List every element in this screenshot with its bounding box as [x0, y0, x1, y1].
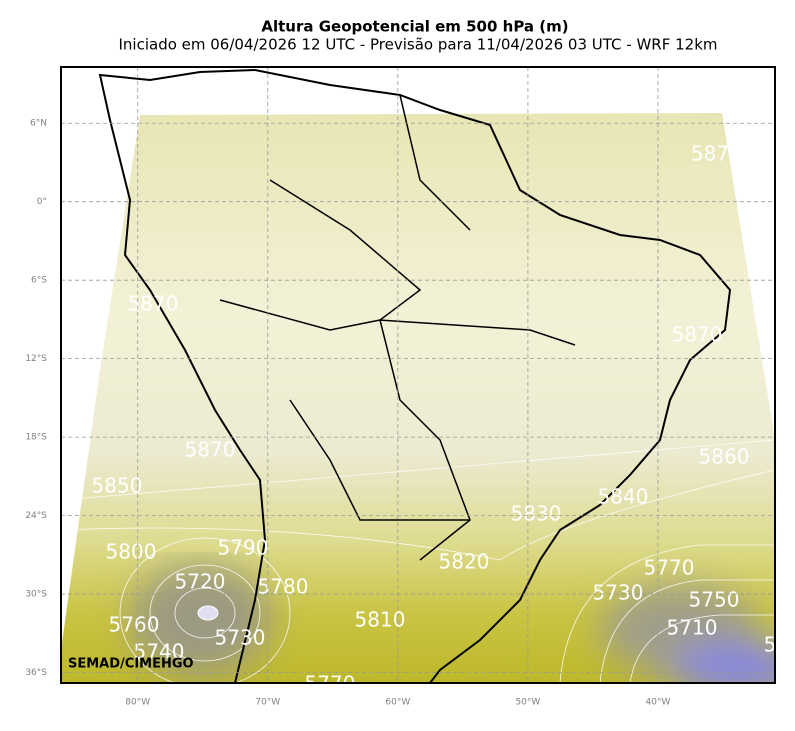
borders	[219, 94, 576, 561]
lon-tick-label: 80°W	[125, 698, 150, 708]
contour-label: 5870	[185, 438, 236, 462]
height-field	[61, 113, 775, 683]
contour-label: 5850	[92, 474, 143, 498]
contour-label: 5730	[593, 581, 644, 605]
contour-label: 5750	[689, 588, 740, 612]
contour-label: 5720	[175, 570, 226, 594]
lon-tick-label: 40°W	[646, 698, 671, 708]
contour-label: 5840	[598, 485, 649, 509]
contour-label: 5	[764, 633, 777, 657]
contour-label: 5830	[511, 502, 562, 526]
map-frame	[60, 66, 776, 684]
lat-tick-label: 36°S	[25, 668, 47, 678]
subtitle: Iniciado em 06/04/2026 12 UTC - Previsão…	[118, 36, 717, 54]
contour-label: 5800	[106, 540, 157, 564]
contour-label: 5770	[644, 556, 695, 580]
lat-tick-label: 30°S	[25, 590, 47, 600]
contour-label: 5870	[128, 292, 179, 316]
lon-tick-label: 60°W	[385, 698, 410, 708]
contour-label: 5820	[439, 550, 490, 574]
lon-tick-label: 70°W	[255, 698, 280, 708]
contour-label: 5760	[109, 613, 160, 637]
contour-label: 5870	[672, 323, 723, 347]
contour-label: 5810	[355, 608, 406, 632]
lat-tick-label: 0°	[37, 197, 47, 207]
title: Altura Geopotencial em 500 hPa (m)	[261, 18, 568, 36]
contour-label: 5730	[215, 626, 266, 650]
lat-tick-label: 12°S	[25, 354, 47, 364]
lat-tick-label: 6°S	[31, 276, 47, 286]
contour-label: 5780	[258, 575, 309, 599]
contour-label: 587	[691, 142, 729, 166]
contour-label: 5740	[134, 640, 185, 664]
coastline	[98, 68, 732, 683]
contour-label: 5860	[699, 445, 750, 469]
contour-label: 5710	[667, 616, 718, 640]
lat-tick-label: 6°N	[30, 119, 47, 129]
lat-tick-label: 18°S	[25, 433, 47, 443]
credit: SEMAD/CIMEHGO	[68, 657, 194, 672]
lat-tick-label: 24°S	[25, 511, 47, 521]
contour-label: 5770	[305, 672, 356, 696]
lon-tick-label: 50°W	[515, 698, 540, 708]
map-area: 587 5870 5870 5870 5860 5850 5840 5830 5800 5790 5…	[61, 68, 777, 696]
contour-label: 5790	[218, 536, 269, 560]
contours	[61, 439, 775, 683]
field-shading	[130, 565, 775, 683]
low-center	[197, 605, 219, 621]
